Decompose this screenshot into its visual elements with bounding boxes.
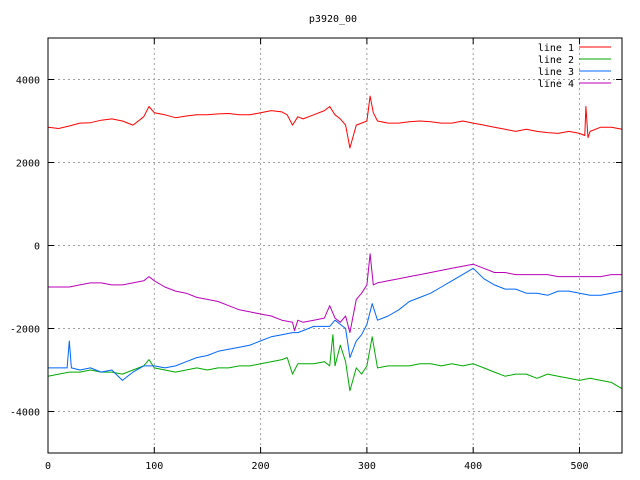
y-tick-label: 4000	[16, 76, 40, 87]
series-line-3	[48, 267, 623, 381]
y-tick-label: -4000	[10, 408, 40, 419]
grid-lines	[47, 38, 622, 453]
legend-label-3: line 3	[538, 67, 574, 78]
series-line-4	[48, 253, 622, 334]
series-line-1	[47, 95, 623, 149]
legend-label-2: line 2	[538, 55, 574, 66]
x-tick-label: 300	[358, 461, 376, 472]
x-tick-label: 200	[252, 461, 270, 472]
legend-label-1: line 1	[538, 43, 574, 54]
axis-ticks: 0 100 200 300 400 500 -4000 -2000 0 2000 4000	[10, 38, 622, 472]
series-lines	[47, 95, 623, 392]
y-tick-label: 0	[34, 242, 40, 253]
x-tick-label: 400	[464, 461, 482, 472]
chart-title: p3920_00	[309, 14, 357, 25]
y-tick-label: -2000	[10, 325, 40, 336]
series-line-2	[47, 334, 623, 392]
x-tick-label: 0	[45, 461, 51, 472]
x-tick-label: 100	[145, 461, 163, 472]
x-tick-label: 500	[570, 461, 588, 472]
legend-label-4: line 4	[538, 79, 574, 90]
y-tick-label: 2000	[16, 159, 40, 170]
